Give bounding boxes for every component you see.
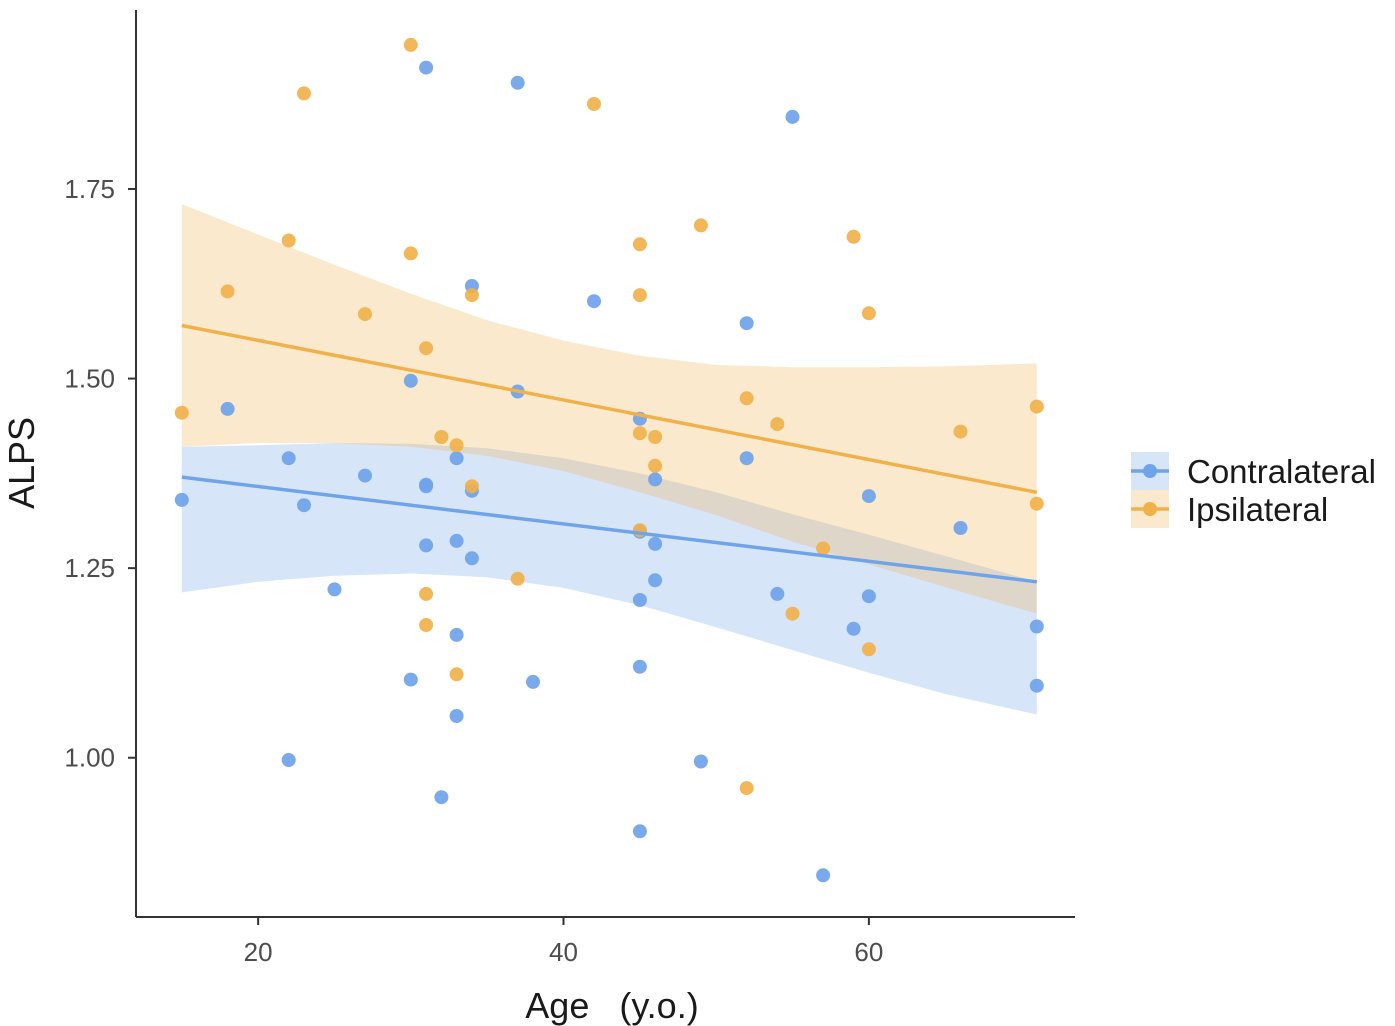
ipsilateral-point xyxy=(816,541,831,556)
ipsilateral-point xyxy=(449,667,464,682)
contralateral-point xyxy=(510,75,525,90)
contralateral-point xyxy=(419,479,434,494)
y-tick-label: 1.50 xyxy=(64,364,115,394)
contralateral-point xyxy=(449,451,464,466)
contralateral-point xyxy=(327,582,342,597)
y-tick-label: 1.75 xyxy=(64,174,115,204)
contralateral-point xyxy=(281,753,296,767)
contralateral-point xyxy=(358,468,372,483)
ipsilateral-point xyxy=(632,426,647,441)
ipsilateral-point xyxy=(403,37,418,52)
x-axis-title: Age (y.o.) xyxy=(525,985,698,1026)
contralateral-point xyxy=(785,109,800,124)
contralateral-point xyxy=(632,593,647,607)
contralateral-point xyxy=(648,472,663,487)
contralateral-fit-line xyxy=(181,475,1038,584)
ipsilateral-point xyxy=(587,97,601,111)
ipsilateral-point xyxy=(632,288,647,303)
contralateral-point xyxy=(403,672,418,687)
ipsilateral-point xyxy=(297,86,311,101)
contralateral-point xyxy=(648,573,663,588)
ipsilateral-fit-line xyxy=(181,323,1038,495)
ipsilateral-point xyxy=(861,306,876,321)
ipsilateral-point xyxy=(464,288,479,303)
ipsilateral-point xyxy=(358,307,372,322)
ipsilateral-point xyxy=(419,341,434,356)
contralateral-point xyxy=(648,536,663,551)
ipsilateral-point xyxy=(174,405,189,420)
confidence-bands xyxy=(181,204,1037,715)
contralateral-point xyxy=(632,659,647,674)
ipsilateral-point xyxy=(1029,399,1044,414)
contralateral-legend-label: Contralateral xyxy=(1187,453,1376,490)
contralateral-point xyxy=(449,709,464,723)
contralateral-point xyxy=(1029,619,1044,634)
contralateral-point xyxy=(861,589,876,604)
ipsilateral-point xyxy=(281,233,296,248)
ipsilateral-point xyxy=(419,618,434,632)
ipsilateral-legend-key-point xyxy=(1143,502,1157,516)
ipsilateral-point xyxy=(846,229,861,244)
contralateral-point xyxy=(1029,678,1044,693)
contralateral-point xyxy=(449,627,464,642)
ipsilateral-point xyxy=(693,218,708,233)
contralateral-point xyxy=(449,533,464,548)
ipsilateral-point xyxy=(648,458,663,473)
ipsilateral-point xyxy=(220,284,235,299)
contralateral-point xyxy=(816,868,831,883)
ipsilateral-point xyxy=(785,606,800,621)
ipsilateral-point xyxy=(953,424,968,439)
contralateral-point xyxy=(281,451,296,466)
contralateral-point xyxy=(846,621,861,636)
contralateral-point xyxy=(587,294,601,309)
x-tick-label: 60 xyxy=(854,937,883,967)
contralateral-point xyxy=(464,551,479,566)
ipsilateral-point xyxy=(739,391,754,406)
ipsilateral-point xyxy=(449,438,464,453)
contralateral-point xyxy=(739,316,754,331)
contralateral-confidence-band xyxy=(181,443,1037,715)
contralateral-point xyxy=(174,492,189,507)
x-axis-ticks: 20 40 60 xyxy=(244,917,883,967)
ipsilateral-point xyxy=(770,417,785,432)
contralateral-legend-key-point xyxy=(1143,464,1157,478)
ipsilateral-point xyxy=(510,571,525,586)
ipsilateral-point xyxy=(403,246,418,261)
ipsilateral-point xyxy=(464,479,479,494)
y-axis-title: ALPS xyxy=(1,417,42,509)
x-tick-label: 20 xyxy=(244,937,273,967)
contralateral-point xyxy=(403,373,418,388)
contralateral-point xyxy=(434,790,449,805)
contralateral-point xyxy=(693,754,708,769)
contralateral-point xyxy=(770,586,785,601)
y-axis-ticks: 1.00 1.25 1.50 1.75 xyxy=(64,174,136,773)
ipsilateral-legend-label: Ipsilateral xyxy=(1187,491,1328,528)
contralateral-point xyxy=(861,489,876,504)
contralateral-point xyxy=(526,674,540,689)
ipsilateral-point xyxy=(1029,496,1044,511)
contralateral-point xyxy=(632,824,647,839)
contralateral-point xyxy=(220,401,235,416)
ipsilateral-point xyxy=(861,642,876,657)
contralateral-point xyxy=(419,60,434,75)
contralateral-point xyxy=(297,498,311,513)
y-tick-label: 1.00 xyxy=(64,743,115,773)
ipsilateral-point xyxy=(739,781,754,796)
ipsilateral-point xyxy=(434,430,449,444)
x-tick-label: 40 xyxy=(549,937,578,967)
ipsilateral-point xyxy=(648,430,663,444)
ipsilateral-point xyxy=(632,237,647,252)
y-tick-label: 1.25 xyxy=(64,553,115,583)
regression-lines xyxy=(181,323,1038,584)
contralateral-point xyxy=(953,521,968,535)
ipsilateral-point xyxy=(419,586,434,601)
contralateral-point xyxy=(419,538,434,553)
contralateral-point xyxy=(739,451,754,466)
